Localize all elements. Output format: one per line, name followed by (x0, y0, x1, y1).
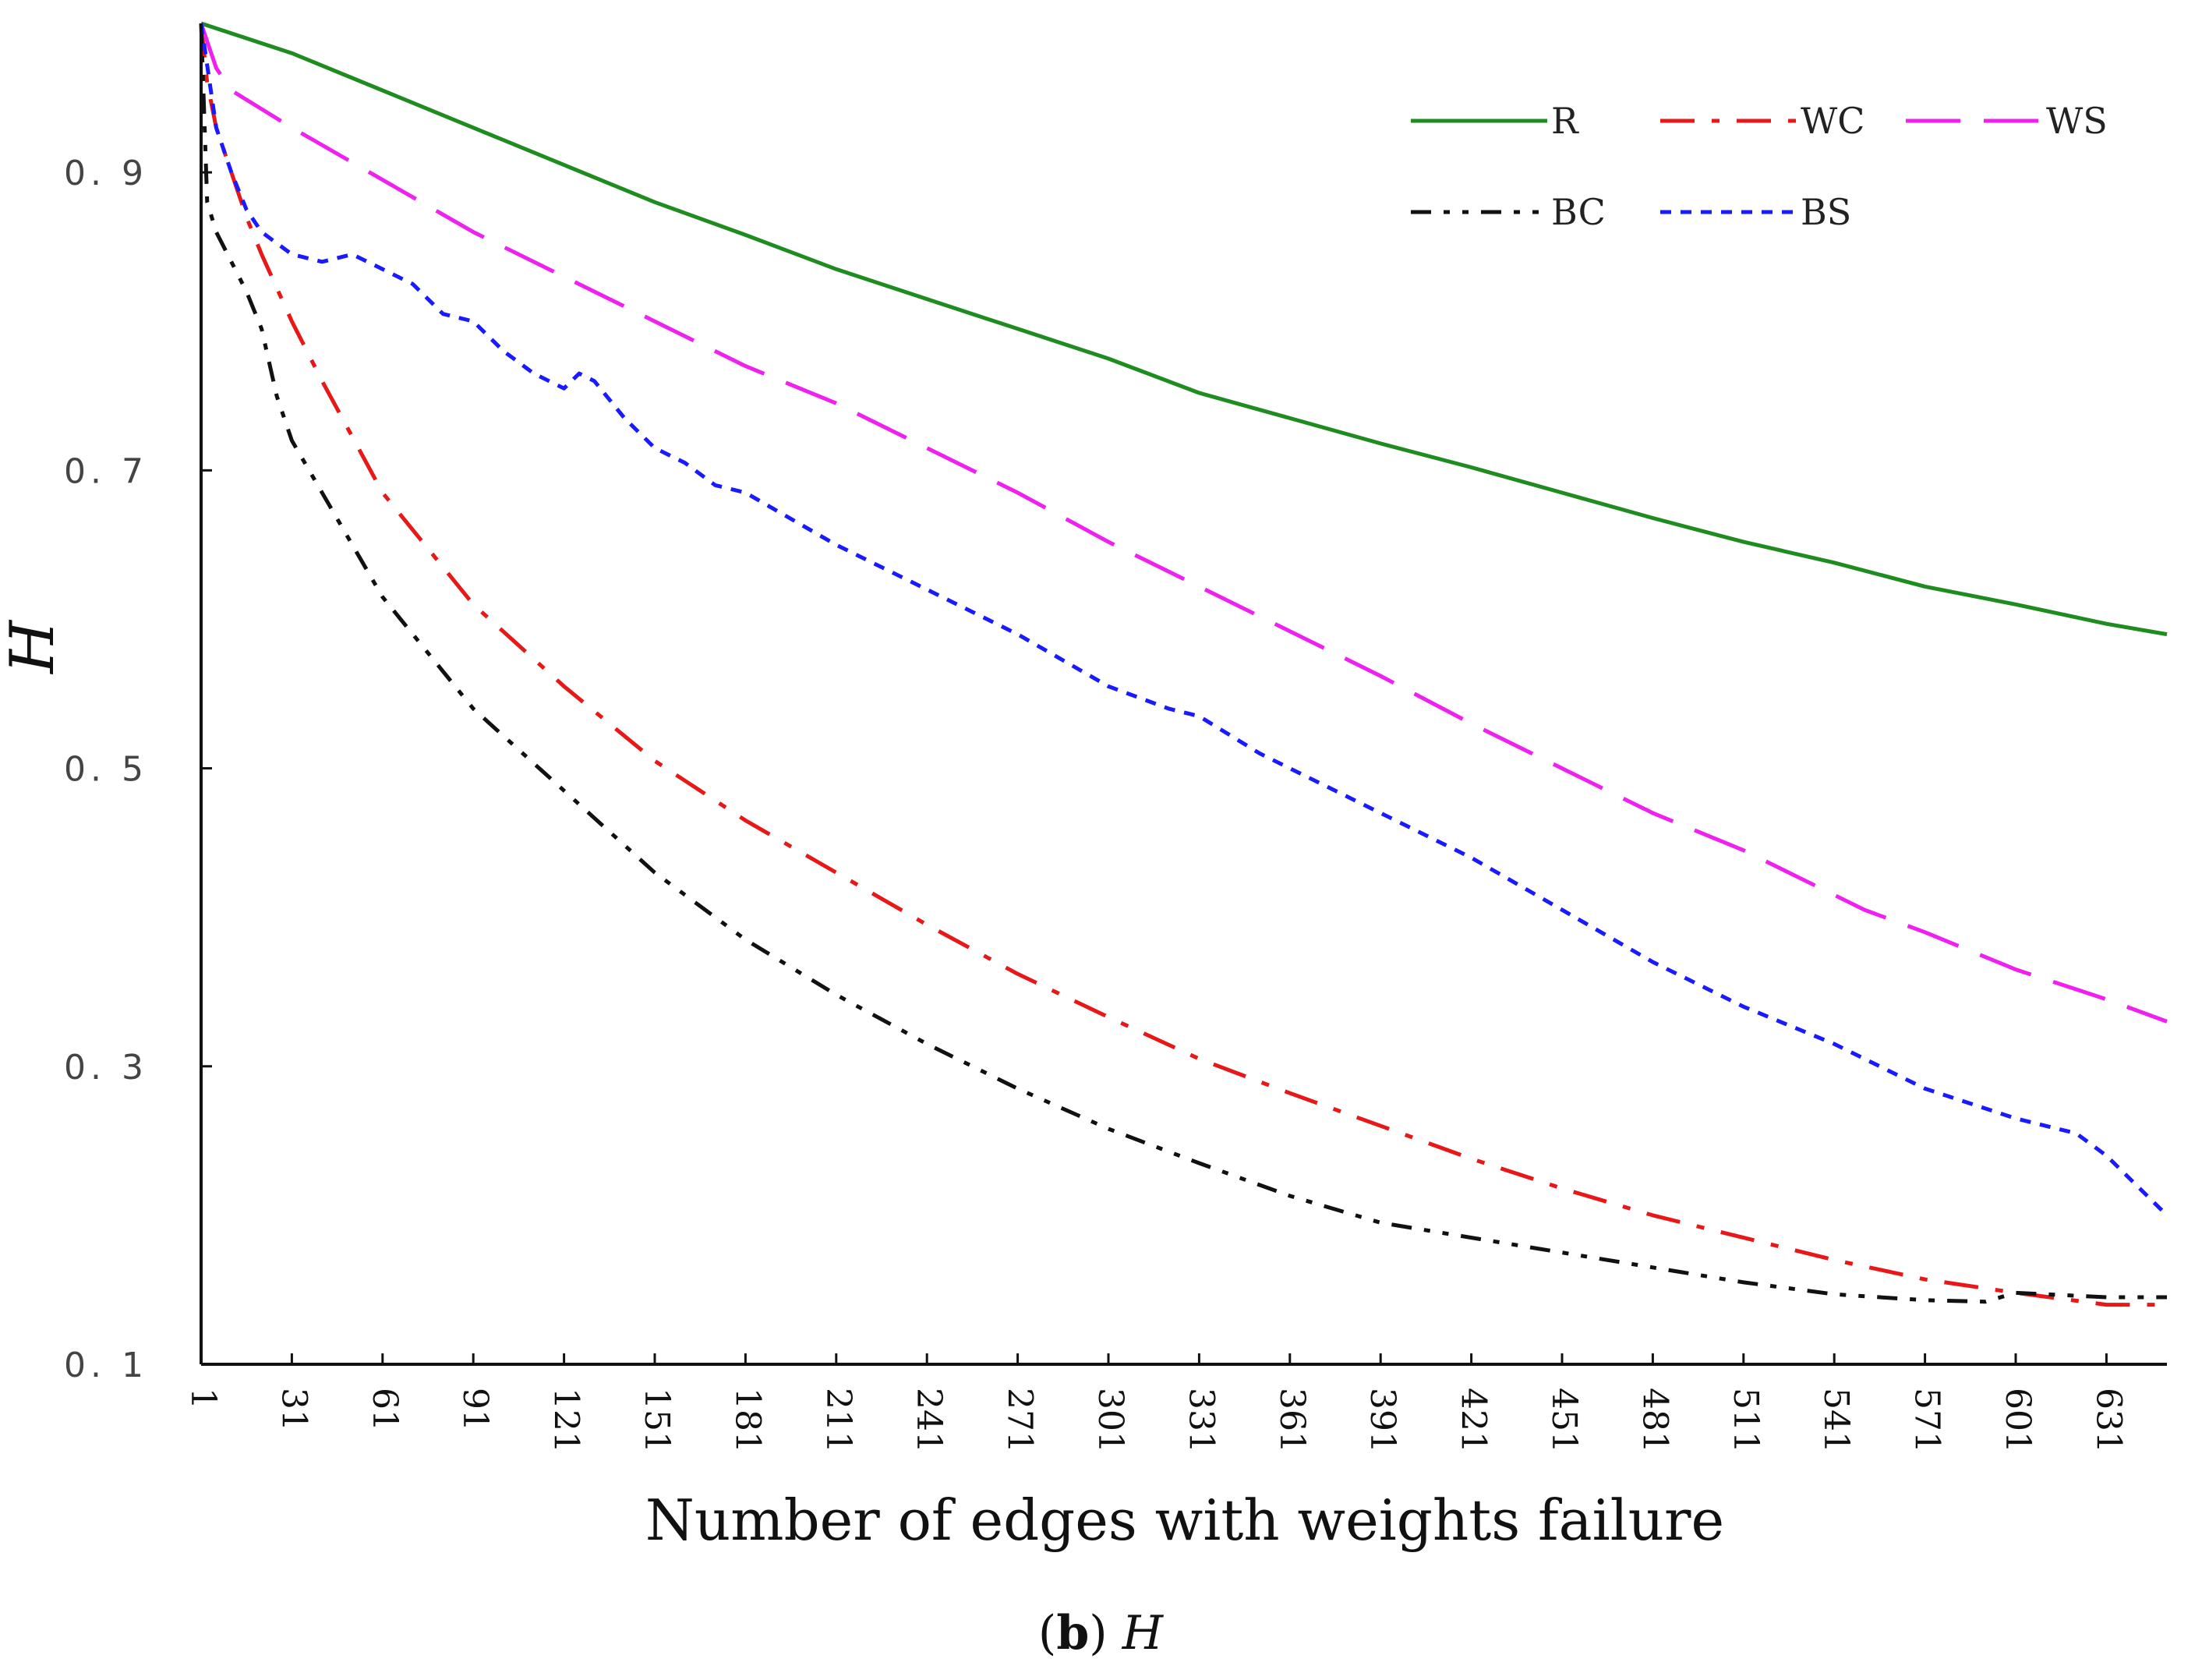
y-tick-label: 0. 7 (64, 451, 148, 491)
y-tick-label: 0. 9 (64, 154, 148, 193)
legend-label-wc: WC (1801, 100, 1864, 142)
x-tick-label: 31 (274, 1388, 313, 1431)
x-tick-label: 421 (1454, 1388, 1493, 1453)
x-tick-label: 601 (1998, 1388, 2038, 1453)
x-tick-label: 391 (1363, 1388, 1402, 1453)
series-line-ws (199, 23, 2168, 1024)
x-tick-label: 61 (365, 1388, 405, 1431)
legend-label-r: R (1551, 100, 1579, 142)
y-tick-label: 0. 5 (64, 750, 148, 790)
x-tick-label: 541 (1816, 1388, 1856, 1453)
legend: R WC WS BC BS (1411, 100, 2108, 233)
caption-panel-letter: b (1056, 1606, 1089, 1661)
y-axis-label: H (0, 619, 68, 675)
x-tick-label: 511 (1726, 1388, 1765, 1453)
axes-layer (200, 23, 2167, 1366)
series-line-r (200, 21, 2168, 637)
x-tick-label: 1 (183, 1388, 223, 1409)
x-tick-label: 211 (818, 1388, 858, 1453)
y-tick-label: 0. 3 (64, 1048, 148, 1088)
series-line-bc (199, 23, 2167, 1304)
figure-caption: (b) H (1038, 1606, 1165, 1661)
series-line-bs (199, 23, 2168, 1217)
series-line-wc (199, 23, 2167, 1307)
x-axis-label: Number of edges with weights failure (645, 1487, 1724, 1553)
x-tick-label: 91 (455, 1388, 495, 1431)
legend-label-ws: WS (2046, 100, 2108, 142)
legend-label-bs: BS (1801, 191, 1851, 233)
x-tick-label: 241 (909, 1388, 949, 1453)
x-tick-label: 361 (1272, 1388, 1312, 1453)
legend-label-bc: BC (1551, 191, 1606, 233)
series-layer (199, 21, 2168, 1307)
ticks-layer: 0. 1 0. 3 0. 5 0. 7 0. 9 1 31 61 91 121 151 181 211 2… (64, 154, 2128, 1453)
x-tick-label: 481 (1635, 1388, 1674, 1453)
x-tick-label: 151 (637, 1388, 677, 1453)
x-tick-label: 631 (2088, 1388, 2128, 1453)
x-tick-label: 331 (1181, 1388, 1221, 1453)
x-tick-label: 271 (1000, 1388, 1040, 1453)
x-tick-label: 451 (1544, 1388, 1584, 1453)
x-tick-label: 121 (546, 1388, 586, 1453)
x-tick-label: 301 (1090, 1388, 1130, 1453)
x-tick-label: 571 (1907, 1388, 1947, 1453)
caption-title: H (1122, 1606, 1165, 1661)
x-tick-label: 181 (727, 1388, 767, 1453)
y-tick-label: 0. 1 (64, 1346, 148, 1385)
